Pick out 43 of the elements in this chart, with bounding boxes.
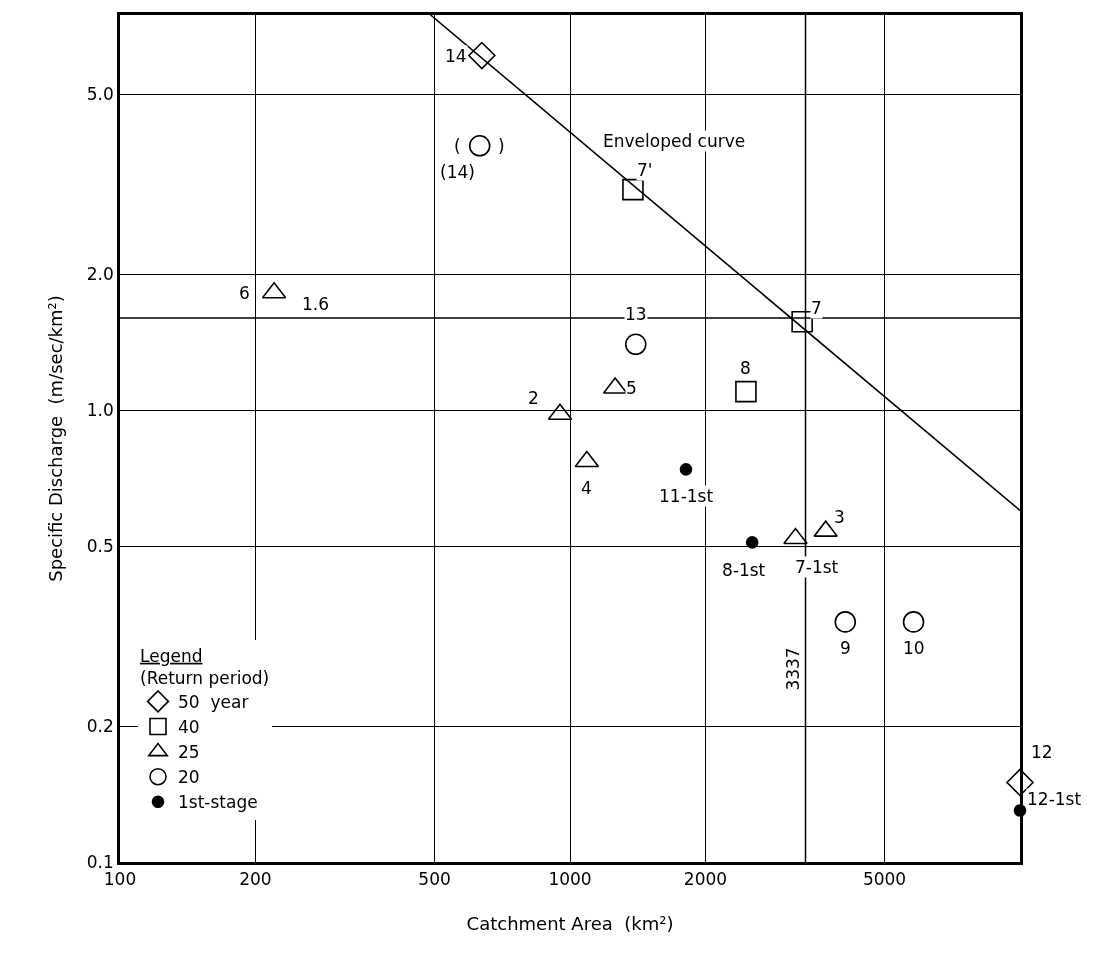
annotation: 7' [637,160,653,180]
annotation: 9 [840,638,851,658]
x-tick-label: 100 [103,869,137,890]
annotation: ) [498,136,505,156]
y-tick-label: 0.2 [86,715,114,736]
annotation: 8 [740,358,751,378]
x-axis-title: Catchment Area (km²) [466,913,674,935]
annotation: 13 [625,304,647,324]
annotation: 5 [626,378,637,398]
annotation: 7 [811,298,822,318]
series-label: Enveloped curve [603,131,746,151]
annotation: 8-1st [722,560,766,580]
annotation: 7-1st [795,557,839,577]
annotation: 10 [903,638,925,658]
legend-label: 50 year [178,692,249,713]
legend-label: 1st-stage [178,792,258,813]
legend-label: 20 [178,767,200,788]
annotation: 14 [445,46,467,66]
y-axis-title: Specific Discharge (m/sec/km²) [45,295,66,582]
y-tick-label: 0.5 [86,536,114,557]
x-tick-label: 5000 [862,869,907,890]
ref-line-label: 1.6 [302,294,330,314]
x-tick-label: 500 [418,869,451,890]
legend-label: 25 [178,742,200,763]
annotation: 4 [581,478,592,498]
x-tick-label: 200 [239,869,272,890]
annotation: 12-1st [1027,789,1082,809]
annotation: 3 [834,507,845,527]
x-tick-label: 1000 [548,869,592,890]
annotation: 6 [239,283,250,303]
annotation: 2 [528,388,539,408]
x-tick-label: 2000 [683,869,728,890]
ref-line-label: 3337 [783,647,804,691]
y-tick-label: 5.0 [86,84,114,105]
annotation: ( [454,136,461,156]
y-tick-label: 2.0 [86,264,114,285]
y-tick-label: 0.1 [86,851,114,872]
legend-title: Legend (Return period) [140,645,270,688]
y-tick-label: 1.0 [86,400,114,421]
annotation: (14) [440,162,475,182]
legend-label: 40 [178,717,200,738]
annotation: 11-1st [659,486,714,506]
annotation: 12 [1031,742,1053,762]
